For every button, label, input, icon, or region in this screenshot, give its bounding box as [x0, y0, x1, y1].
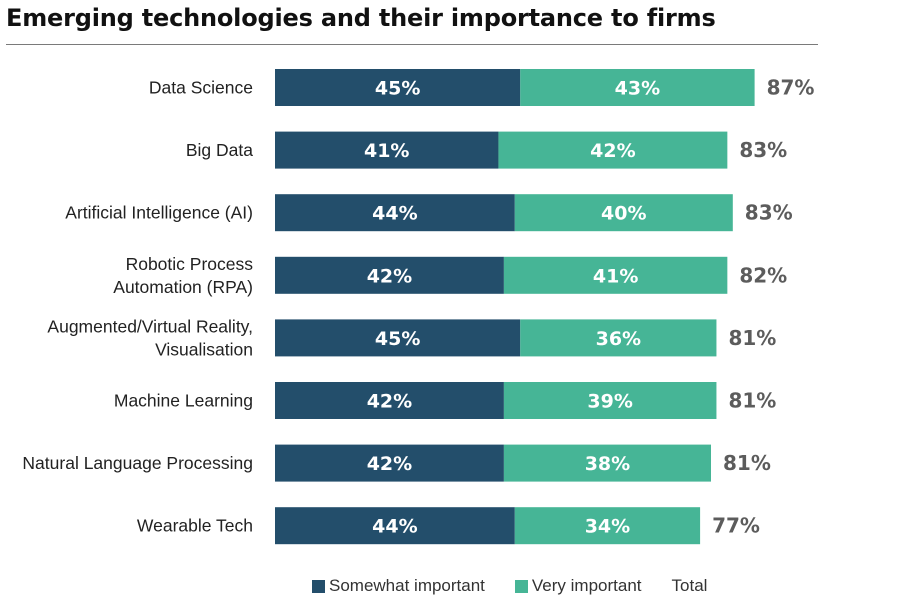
- bar-label-very: 40%: [601, 203, 646, 225]
- category-label-line: Wearable Tech: [137, 516, 253, 536]
- bar-label-somewhat: 44%: [372, 203, 417, 225]
- bar-very-important: [503, 444, 711, 482]
- bar-very-important: [498, 131, 728, 169]
- category-label-line: Robotic Process: [126, 254, 254, 274]
- total-label: 81%: [728, 326, 776, 350]
- bar-label-very: 41%: [593, 265, 638, 287]
- bar-somewhat-important: [275, 69, 521, 106]
- bar-label-somewhat: 42%: [367, 265, 412, 287]
- category-label: Artificial Intelligence (AI): [65, 203, 253, 223]
- legend-swatch-very: [514, 579, 528, 593]
- bar-very-important: [514, 194, 733, 232]
- bar-very-important: [503, 382, 717, 419]
- bar-label-very: 36%: [596, 328, 641, 350]
- bar-label-somewhat: 44%: [372, 516, 417, 538]
- category-label: Robotic Process Automation (RPA): [113, 254, 253, 297]
- total-label: 82%: [739, 263, 787, 287]
- legend-swatch-somewhat: [312, 579, 325, 593]
- bar-very-important: [520, 319, 717, 357]
- category-label-line: Natural Language Processing: [22, 453, 253, 473]
- category-label-line: Big Data: [186, 140, 253, 160]
- bar-label-very: 39%: [587, 391, 632, 413]
- bar-somewhat-important: [275, 507, 515, 545]
- bar-label-very: 43%: [615, 78, 660, 100]
- bar-label-somewhat: 42%: [367, 391, 412, 413]
- chart-title: Emerging technologies and their importan…: [6, 4, 716, 32]
- total-label: 87%: [767, 76, 815, 100]
- title-divider: [6, 44, 818, 45]
- bar-somewhat-important: [275, 256, 504, 294]
- legend-label-very: Very important: [531, 576, 642, 595]
- legend-item-very: Very important: [514, 576, 642, 596]
- bar-label-very: 42%: [590, 140, 635, 162]
- total-label: 81%: [728, 389, 776, 413]
- total-label: 77%: [712, 514, 760, 538]
- bar-label-somewhat: 45%: [375, 328, 420, 350]
- total-label: 83%: [745, 201, 793, 225]
- category-label: Data Science: [149, 78, 253, 98]
- category-label-line: Automation (RPA): [113, 277, 253, 297]
- legend-label-total: Total: [671, 576, 708, 595]
- category-label-line: Machine Learning: [114, 391, 253, 411]
- category-label-line: Data Science: [149, 78, 253, 98]
- category-label: Natural Language Processing: [22, 453, 253, 473]
- total-label: 81%: [723, 451, 771, 475]
- bar-label-somewhat: 45%: [375, 78, 420, 100]
- bar-very-important: [503, 256, 728, 294]
- category-label: Wearable Tech: [137, 516, 253, 536]
- bar-somewhat-important: [275, 444, 504, 482]
- stacked-bar-chart: Data Science 45% 43% 87% Big Data 41% 42% 83% Ar…: [22, 69, 815, 545]
- bar-label-very: 34%: [585, 516, 630, 538]
- legend-item-somewhat: Somewhat important: [312, 576, 485, 596]
- category-label: Machine Learning: [114, 391, 253, 411]
- bar-label-somewhat: 41%: [364, 140, 409, 162]
- legend-label-somewhat: Somewhat important: [329, 576, 485, 595]
- bar-somewhat-important: [275, 131, 499, 169]
- category-label: Big Data: [186, 140, 253, 160]
- category-label-line: Artificial Intelligence (AI): [65, 203, 253, 223]
- bar-label-somewhat: 42%: [367, 453, 412, 475]
- category-label-line: Visualisation: [155, 339, 253, 359]
- bar-somewhat-important: [275, 319, 521, 357]
- bar-somewhat-important: [275, 382, 504, 419]
- category-label: Augmented/Virtual Reality, Visualisation: [47, 316, 253, 359]
- chart-legend: Somewhat important Very important Total: [312, 575, 737, 597]
- category-label-line: Augmented/Virtual Reality,: [47, 316, 253, 336]
- bar-label-very: 38%: [585, 453, 630, 475]
- total-label: 83%: [739, 138, 787, 162]
- bar-somewhat-important: [275, 194, 515, 232]
- bar-very-important: [520, 69, 755, 106]
- legend-item-total: Total: [672, 576, 708, 596]
- bar-very-important: [514, 507, 701, 545]
